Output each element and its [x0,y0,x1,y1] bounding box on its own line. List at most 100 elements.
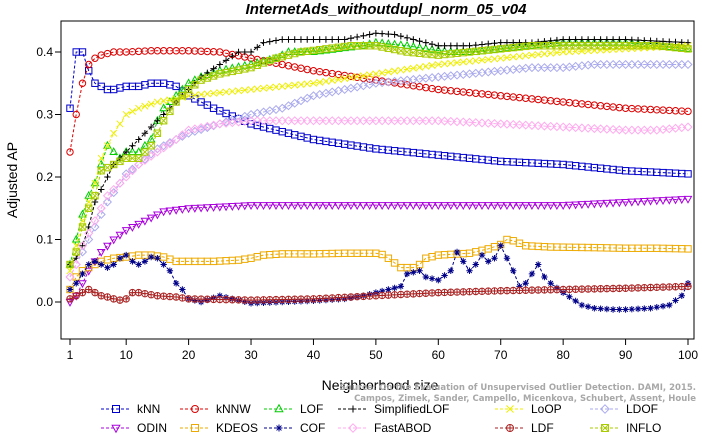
data-point [135,289,142,296]
legend-label: ODIN [137,421,167,434]
data-point [564,122,574,132]
data-point [365,116,375,126]
data-point [129,289,136,296]
data-point [366,71,374,79]
data-point [506,405,514,413]
data-point [228,87,236,95]
x-tick-label: 1 [67,348,74,362]
data-point [464,117,475,127]
data-point [271,202,281,211]
data-point [353,33,361,41]
data-point [191,91,199,99]
data-point [172,280,180,287]
data-point [165,138,175,148]
data-point-cross [478,47,486,55]
data-point [166,267,174,274]
data-point [315,46,325,55]
data-point [522,280,529,287]
data-point [166,96,174,104]
data-point-cross [646,42,655,50]
data-point [489,119,500,129]
data-point-ring [66,295,74,303]
data-point [614,59,624,70]
data-point [240,202,250,211]
data-point [384,68,392,76]
data-point-cross [278,53,286,61]
data-point [91,258,99,265]
data-point [172,82,180,91]
data-point [334,75,342,84]
legend-item-lof: LOF [264,402,323,416]
data-point [397,66,405,74]
data-point [421,116,431,126]
data-point [647,305,654,312]
data-point-cross [328,44,336,52]
data-point [110,129,118,137]
data-point [91,54,99,62]
data-point [653,284,660,291]
data-point [433,202,443,211]
data-point [522,52,530,60]
data-point [621,59,631,70]
data-point [485,258,492,265]
data-point-cross [378,43,386,51]
data-point [159,103,169,112]
data-point [516,287,523,294]
data-point [154,255,161,262]
legend-item-ldof: LDOF [590,402,658,416]
data-point [360,32,367,39]
data-point [466,267,473,274]
data-point [521,120,531,130]
data-point [584,303,592,310]
data-point [634,305,642,313]
data-point [458,202,468,211]
data-point [490,55,499,63]
data-point [91,289,99,296]
data-point [415,202,424,211]
data-point [522,39,529,46]
data-point [341,294,348,301]
data-point [385,291,392,299]
data-point-cross [259,59,268,67]
data-point [308,116,319,126]
data-point [349,405,357,413]
data-point-cross [403,48,411,56]
data-point [497,39,504,46]
data-point [111,424,121,434]
data-point [297,36,305,43]
data-point-cross [428,50,436,59]
data-point [533,63,543,73]
data-point [316,36,323,43]
data-point [391,31,398,38]
data-point [235,296,242,304]
data-point [116,296,124,304]
data-point [460,288,467,296]
data-point [503,287,511,294]
data-point [546,202,556,211]
data-point [327,202,337,211]
data-point [285,36,292,43]
data-point [422,254,430,262]
data-point [116,84,124,92]
data-point [678,283,685,290]
data-point [491,40,498,47]
data-point [603,36,611,43]
data-point [310,36,317,43]
data-point [66,295,74,303]
data-point [472,248,480,256]
data-point [377,116,387,126]
data-point-cross [522,42,530,50]
data-point [633,198,643,207]
data-point [639,59,649,70]
data-point [377,202,387,211]
data-point [153,211,162,220]
data-point [197,295,205,303]
data-point [246,59,256,68]
data-point [309,202,318,211]
data-point [483,118,493,128]
data-point-cross [615,42,623,50]
data-point-cross [366,42,374,50]
data-point [571,201,581,210]
data-point [352,202,362,211]
data-point [521,41,531,50]
